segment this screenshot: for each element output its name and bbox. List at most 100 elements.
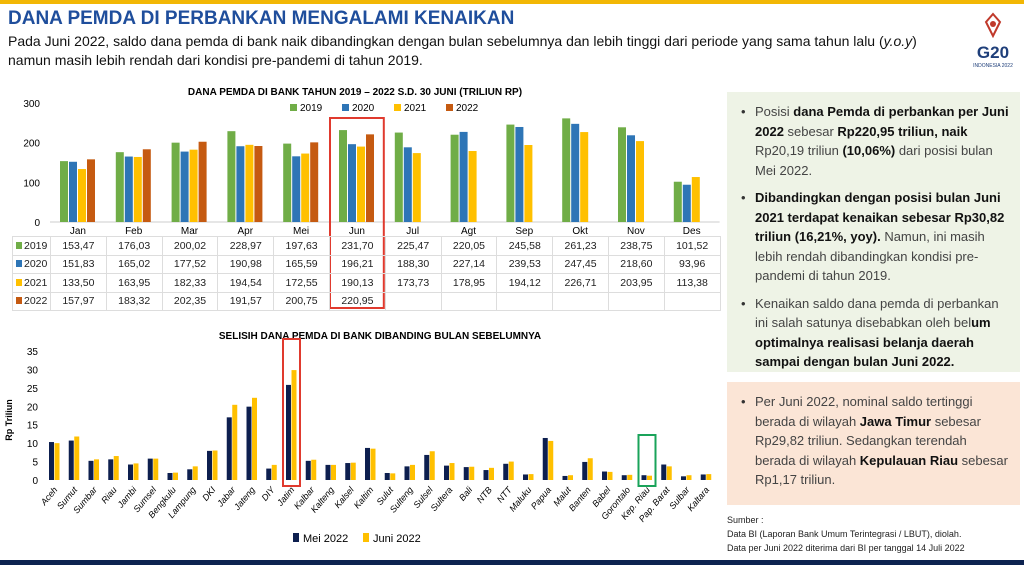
bullet-text: sebesar Rp29,82 triliun. Sedangkan teren… [755, 413, 981, 468]
row-label: 2022 [12, 291, 51, 311]
table-row: 2020 151,83 165,02 177,52 190,98 165,59 196,21… [12, 254, 721, 274]
bar-Juni-2022-Sumbar [94, 459, 99, 480]
table-cell [384, 291, 442, 311]
table-cell: 194,12 [496, 273, 554, 293]
x-tick-label: Agt [461, 226, 476, 237]
source-line: Data per Juni 2022 diterima dari BI per … [727, 543, 965, 553]
bar-Juni-2022-Bali [469, 466, 475, 480]
bar-Juni-2022-Maluku [528, 474, 534, 480]
table-cell: 226,71 [552, 273, 609, 293]
table-cell [440, 291, 498, 311]
bar-2019-Okt [562, 118, 571, 222]
table-cell: 218,60 [607, 254, 665, 274]
bullet-text: (10,06%) [842, 143, 896, 158]
y-axis-label: Rp Triliun [4, 399, 14, 441]
bullet-text: Rp220,95 triliun, naik [837, 123, 968, 139]
bar-2021-Jan [78, 169, 86, 222]
bar-Mei-2022-Banten [582, 461, 588, 480]
table-cell [552, 291, 609, 311]
table-cell: 190,98 [217, 254, 275, 274]
summary-panel: Posisi dana Pemda di perbankan per Juni … [727, 92, 1020, 372]
bar-Juni-2022-Jateng [252, 397, 257, 480]
bar-Mei-2022-Jabar [226, 417, 232, 480]
x-tick-label: Jateng [231, 485, 257, 513]
y-tick-label: 10 [27, 439, 39, 450]
table-cell: 191,57 [217, 291, 275, 311]
bar-Juni-2022-Sumsel [153, 458, 159, 480]
table-cell: 220,95 [328, 291, 386, 311]
bullet-text: Namun, ini masih lebih rendah dibandingk… [755, 229, 985, 283]
legend-swatch [293, 533, 299, 542]
table-cell: 163,95 [105, 273, 163, 293]
x-tick-label: Jun [349, 226, 365, 237]
bar-Mei-2022-Sultera [444, 465, 449, 480]
series-swatch [16, 241, 22, 249]
bar-Mei-2022-Sulut [384, 472, 390, 480]
table-cell: 228,97 [217, 236, 275, 256]
regional-difference-chart: SELISIH DANA PEMDA DI BANK DIBANDING BUL… [4, 331, 711, 545]
subtitle-yoy: y.o.y [883, 33, 913, 49]
bar-2020-Jun [348, 144, 356, 222]
x-tick-label: Feb [125, 226, 143, 237]
series-name: 2021 [24, 276, 48, 289]
table-cell: 133,50 [50, 273, 107, 293]
bar-Mei-2022-NTT [503, 463, 509, 480]
bar-Juni-2022-DIY [271, 464, 277, 480]
table-cell: 261,23 [552, 236, 609, 256]
bar-2020-Okt [571, 123, 580, 222]
x-tick-label: Jan [70, 226, 86, 237]
bar-2020-Agt [459, 131, 468, 222]
bar-Mei-2022-Babel [602, 471, 607, 480]
bar-2021-Okt [580, 132, 589, 222]
bar-Mei-2022-Sulsel [424, 454, 430, 480]
bar-Juni-2022-Malut [568, 475, 573, 480]
bar-Juni-2022-Sulbar [686, 475, 692, 480]
bar-2020-Mei [292, 156, 301, 222]
bar-Juni-2022-Riau [113, 456, 119, 480]
bar-Juni-2022-NTT [508, 461, 514, 480]
bar-2019-Mar [171, 142, 180, 222]
x-tick-label: Jul [406, 226, 419, 237]
y-tick-label: 30 [27, 365, 39, 376]
y-tick-label: 200 [23, 139, 40, 150]
y-tick-label: 35 [27, 347, 39, 358]
bar-2020-Nov [627, 135, 635, 222]
x-tick-label: Mar [181, 226, 199, 237]
table-cell: 173,73 [384, 273, 442, 293]
x-tick-label: Kaltara [685, 485, 711, 513]
table-row: 2019 153,47 176,03 200,02 228,97 197,63 231,70… [12, 236, 721, 256]
bar-2021-Agt [468, 151, 477, 222]
x-tick-label: NTB [475, 485, 494, 505]
table-cell [663, 291, 721, 311]
x-tick-label: Mei [293, 226, 309, 237]
bar-Mei-2022-Bali [463, 467, 469, 480]
bar-Mei-2022-Gorontalo [621, 475, 627, 480]
x-tick-label: Banten [567, 485, 593, 513]
subtitle-text: Pada Juni 2022, saldo dana pemda di bank… [8, 33, 884, 49]
table-cell: 238,75 [607, 236, 665, 256]
monthly-balance-table: 2019 153,47 176,03 200,02 228,97 197,63 231,70… [12, 236, 721, 311]
series-name: 2019 [24, 239, 48, 252]
y-tick-label: 0 [32, 476, 38, 487]
table-cell: 178,95 [440, 273, 498, 293]
bullet-point: Posisi dana Pemda di perbankan per Juni … [739, 102, 1010, 180]
bar-2021-Jul [412, 153, 421, 222]
bar-Juni-2022-Jabar [232, 404, 238, 480]
bar-2019-Nov [618, 127, 626, 222]
bar-2020-Feb [124, 156, 133, 222]
bottom-bar [0, 560, 1024, 565]
table-cell: 101,52 [663, 236, 721, 256]
table-cell: 176,03 [105, 236, 163, 256]
legend-label: Juni 2022 [373, 533, 421, 545]
legend-label: 2022 [456, 103, 479, 114]
table-cell: 202,35 [161, 291, 219, 311]
bar-2019-Feb [115, 152, 124, 222]
bar-2020-Sep [515, 126, 524, 222]
bar-Mei-2022-Jatim [286, 384, 291, 480]
series-name: 2020 [24, 258, 48, 271]
legend-swatch [342, 104, 349, 111]
page-title: DANA PEMDA DI PERBANKAN MENGALAMI KENAIK… [8, 8, 515, 29]
table-cell: 182,33 [161, 273, 219, 293]
series-name: 2022 [24, 295, 48, 308]
x-tick-label: Sep [515, 226, 533, 237]
